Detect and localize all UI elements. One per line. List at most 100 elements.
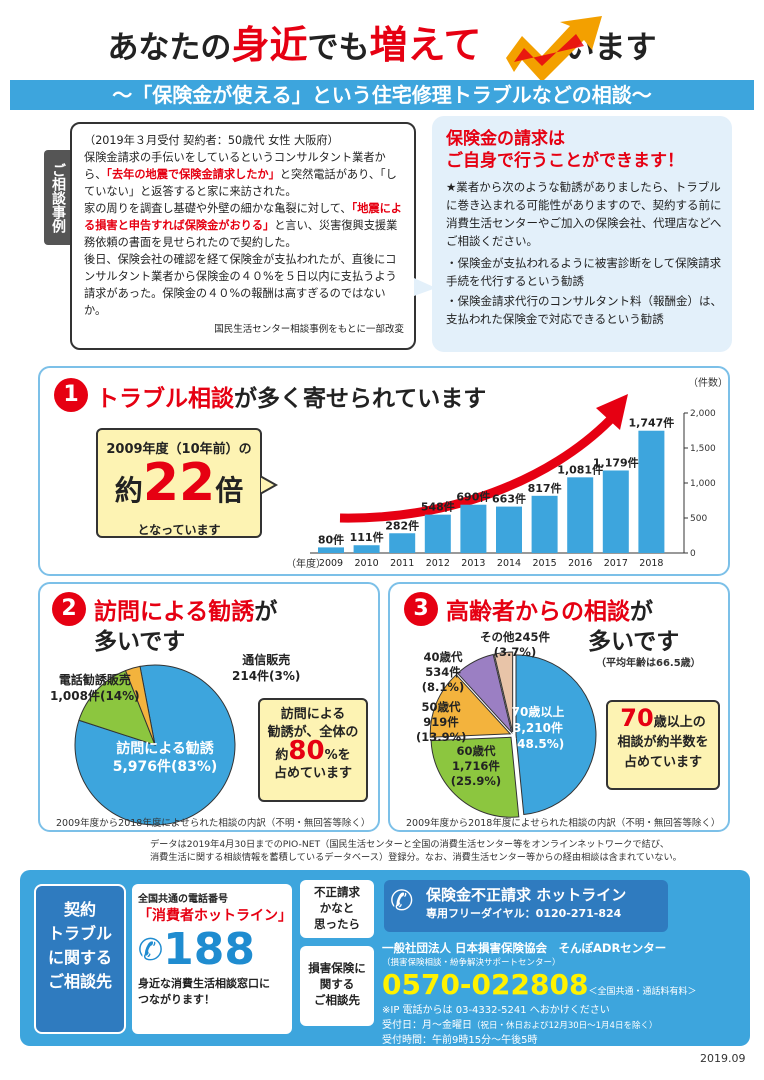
advice-title-1: 保険金の請求は (446, 129, 565, 149)
trend-arrow-head (596, 394, 628, 430)
section-3-title: 高齢者からの相談が (446, 599, 653, 625)
phone-icon: ✆ (138, 932, 164, 968)
adr-tel-note: ＜全国共通・通話料有料＞ (588, 987, 697, 997)
bar-2013 (460, 504, 487, 553)
case-para-3: 後日、保険会社の確認を経て保険金が支払われたが、直後にコンサルタント業者から保険… (84, 253, 397, 317)
x-tick-2013: 2013 (461, 558, 485, 569)
x-tick-2009: 2009 (319, 558, 343, 569)
bar-2011 (389, 533, 416, 553)
section-3-title-2: 多いです (588, 629, 680, 655)
bubble-line-1: 2009年度（10年前）の (106, 442, 252, 457)
fraud-hotline-box: ✆ 保険金不正請求 ホットライン 専用フリーダイヤル：0120-271-824 (384, 880, 668, 932)
bubble-line-3: となっています (137, 523, 221, 537)
pie-chart-age (429, 651, 597, 818)
rising-arrow-icon (506, 16, 602, 82)
bar-chart-unit: （件数） (688, 378, 728, 389)
bar-2009 (318, 547, 344, 553)
adr-tel[interactable]: 0570-022808 (382, 968, 589, 1001)
adr-center-info: 一般社団法人 日本損害保険協会 そんぽADRセンター （損害保険相談・紛争解決サ… (382, 940, 742, 1046)
days: 受付日：月～金曜日 (382, 1020, 472, 1031)
pie-chart-visit (74, 664, 236, 826)
bar-2012 (424, 514, 451, 553)
case-box: （2019年３月受付 契約者：50歳代 女性 大阪府） 保険金請求の手伝いをして… (70, 122, 416, 350)
pie3-label-50: 50歳代 919件 (13.9%) (416, 700, 467, 744)
days-note: （祝日・休日および12月30日～1月4日を除く） (472, 1021, 658, 1031)
bar-label-2013: 690件 (456, 490, 490, 504)
near-line-1: 身近な消費生活相談窓口に (138, 977, 270, 990)
speech-pointer (414, 278, 436, 296)
section-3-number: 3 (404, 592, 438, 626)
bubble-pointer (260, 476, 279, 494)
section-1-number: 1 (54, 378, 88, 412)
x-tick-2011: 2011 (390, 558, 414, 569)
page-title: あなたの身近でも増えて います (107, 23, 657, 67)
bar-label-2012: 548件 (421, 500, 455, 514)
trend-arrow (339, 416, 614, 523)
bar-label-2011: 282件 (385, 518, 419, 532)
y-tick-1,000: 1,000 (690, 479, 716, 489)
case-para-1: 保険金請求の手伝いをしているというコンサルタント業者から、「去年の地震で保険金請… (84, 151, 397, 198)
section-2-title: 訪問による勧誘が (94, 599, 278, 625)
phone-icon: ✆ (390, 884, 414, 917)
common-label: 全国共通の電話番号 (138, 894, 228, 905)
pie3-label-70: 70歳以上 3,210件 (48.5%) (511, 705, 565, 751)
x-tick-2014: 2014 (497, 558, 521, 569)
ip-note: ※IP 電話からは 03-4332-5241 へおかけください (382, 1005, 610, 1016)
section-2-number: 2 (52, 592, 86, 626)
y-tick-2,000: 2,000 (690, 409, 716, 419)
bar-chart: 80件 2009 111件 2010 282件 2011 548件 2012 690件 2013 6… (310, 394, 716, 569)
advice-bullet-1: ・保険金が支払われるように被害診断をして保険請求手続を代行するという勧誘 (446, 256, 722, 288)
pie2-label-mail: 通信販売 214件(3%) (232, 653, 301, 683)
bar-2016 (567, 477, 594, 553)
pie3-label-40: 40歳代 534件 (8.1%) (421, 650, 465, 694)
bar-2018 (638, 430, 665, 553)
fraud-hotline-tel[interactable]: 専用フリーダイヤル：0120-271-824 (426, 907, 622, 920)
pie3-label-60: 60歳代 1,716件 (25.9%) (450, 744, 502, 788)
pie2-label-phone: 電話勧誘販売 1,008件(14%) (50, 673, 140, 703)
fraud-question-box: 不正請求 かなと 思ったら (300, 880, 374, 938)
slice-通信販売 (124, 665, 156, 746)
advice-bullet-2: ・保険金請求代行のコンサルタント料（報酬金）は、支払われた保険金で対応できるとい… (446, 294, 722, 326)
x-tick-2018: 2018 (639, 558, 663, 569)
y-tick-500: 500 (690, 514, 707, 524)
subtitle-bar: ～「保険金が使える」という住宅修理トラブルなどの相談～ (10, 80, 754, 110)
section-2-bubble: 訪問による 勧誘が、全体の 約80%を 占めています (258, 698, 368, 802)
bar-2014 (496, 506, 522, 553)
y-tick-0: 0 (690, 549, 696, 559)
section-1-bubble: 2009年度（10年前）の 約22倍 となっています (96, 428, 262, 538)
org-name: 一般社団法人 日本損害保険協会 そんぽADRセンター (382, 941, 667, 955)
slice-50歳代 (429, 674, 512, 738)
slice-70歳以上 (515, 654, 597, 816)
bar-label-2016: 1,081件 (557, 462, 603, 476)
hotline-number[interactable]: 188 (163, 924, 255, 975)
fraud-hotline-title: 保険金不正請求 ホットライン (426, 886, 627, 904)
slice-40歳代 (456, 653, 513, 735)
x-tick-2012: 2012 (426, 558, 450, 569)
slice-60歳代 (430, 736, 520, 818)
section-2-title-2: 多いです (94, 629, 186, 655)
section-1-title: トラブル相談が多く寄せられています (96, 386, 487, 412)
near-line-2: つながります！ (138, 993, 215, 1006)
contract-trouble-box: 契約 トラブル に関する ご相談先 (34, 884, 126, 1034)
bar-2017 (602, 470, 629, 553)
data-note: データは2019年4月30日までのPIO-NET（国民生活センターと全国の消費生… (150, 839, 682, 863)
bar-chart-year-label: （年度） (286, 559, 326, 570)
bar-2010 (353, 545, 380, 553)
x-tick-2017: 2017 (604, 558, 628, 569)
bar-label-2018: 1,747件 (629, 416, 675, 430)
hotline-188-box: 全国共通の電話番号 「消費者ホットライン」 ✆ 188 身近な消費生活相談窓口に… (132, 884, 292, 1034)
case-tab: ご相談事例 (44, 150, 72, 245)
case-meta: （2019年３月受付 契約者：50歳代 女性 大阪府） (84, 134, 339, 147)
x-tick-2016: 2016 (568, 558, 592, 569)
slice-その他 (493, 651, 514, 733)
x-tick-2010: 2010 (355, 558, 379, 569)
bar-label-2010: 111件 (350, 530, 384, 544)
hotline-label: 「消費者ホットライン」 (138, 908, 292, 924)
pie3-label-other: その他245件 (3.7%) (479, 630, 550, 659)
section-3-average: （平均年齢は66.5歳） (596, 658, 701, 669)
advice-title-2: ご自身で行うことができます！ (446, 151, 684, 171)
slice-電話勧誘販売 (78, 669, 156, 746)
issue-date: 2019.09 (700, 1052, 746, 1065)
advice-panel: 保険金の請求は ご自身で行うことができます！ ★業者から次のような勧誘がありまし… (432, 116, 732, 352)
pie2-label-visit: 訪問による勧誘 5,976件(83%) (112, 741, 218, 775)
